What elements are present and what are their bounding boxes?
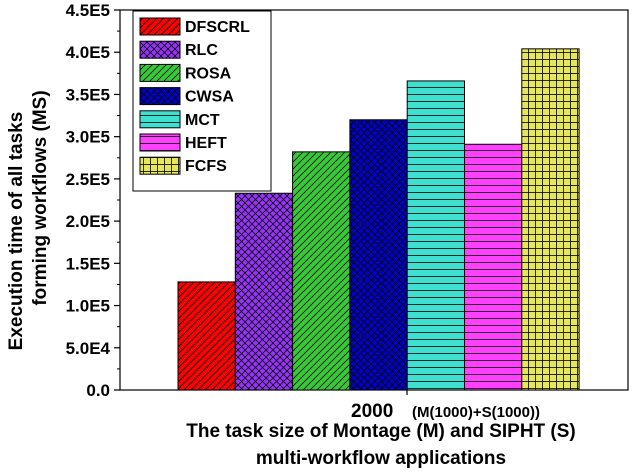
legend-swatch-cwsa: [139, 87, 181, 106]
y-tick-label: 2.5E5: [66, 170, 110, 189]
y-tick-label: 0.0: [86, 381, 110, 400]
bar-rosa: [292, 151, 351, 391]
bar-cwsa: [349, 119, 408, 391]
y-tick-label: 1.5E5: [66, 254, 110, 273]
legend-label-rlc: RLC: [185, 42, 218, 59]
y-tick-label: 3.0E5: [66, 128, 110, 147]
legend-label-heft: HEFT: [185, 135, 227, 152]
bar-mct: [406, 80, 466, 391]
legend-swatch-dfscrl: [139, 17, 181, 36]
bar-fcfs: [521, 48, 580, 391]
bar-rlc: [234, 192, 294, 391]
legend-label-dfscrl: DFSCRL: [185, 19, 250, 36]
legend-label-fcfs: FCFS: [185, 158, 227, 175]
legend-swatch-fcfs: [139, 156, 181, 175]
y-tick-label: 4.5E5: [66, 1, 110, 20]
y-tick-label: 2.0E5: [66, 212, 110, 231]
legend-label-cwsa: CWSA: [185, 89, 234, 106]
legend-swatch-rlc: [139, 40, 181, 59]
category-label-main: 2000: [351, 401, 393, 422]
bar-dfscrl: [177, 281, 236, 391]
x-axis-title-line2: multi-workflow applications: [256, 448, 506, 469]
legend-swatch-mct: [139, 110, 181, 129]
y-axis-title-line1: Execution time of all tasks: [6, 112, 27, 351]
legend-label-mct: MCT: [185, 112, 220, 129]
legend-swatch-heft: [139, 133, 181, 152]
legend: DFSCRL RLC ROSA CWSA MCT HEFT FCFS: [132, 10, 272, 192]
legend-label-rosa: ROSA: [185, 65, 232, 82]
y-tick-label: 3.5E5: [66, 85, 110, 104]
x-axis-title-line1: The task size of Montage (M) and SIPHT (…: [186, 421, 576, 442]
y-tick-label: 1.0E5: [66, 297, 110, 316]
y-tick-label: 5.0E4: [66, 339, 111, 358]
legend-swatch-rosa: [139, 63, 181, 82]
y-tick-label: 4.0E5: [66, 43, 110, 62]
category-label-sub: (M(1000)+S(1000)): [412, 404, 540, 421]
bar-heft: [464, 143, 523, 391]
y-axis-title-line2: forming workflows (MS): [30, 90, 51, 305]
